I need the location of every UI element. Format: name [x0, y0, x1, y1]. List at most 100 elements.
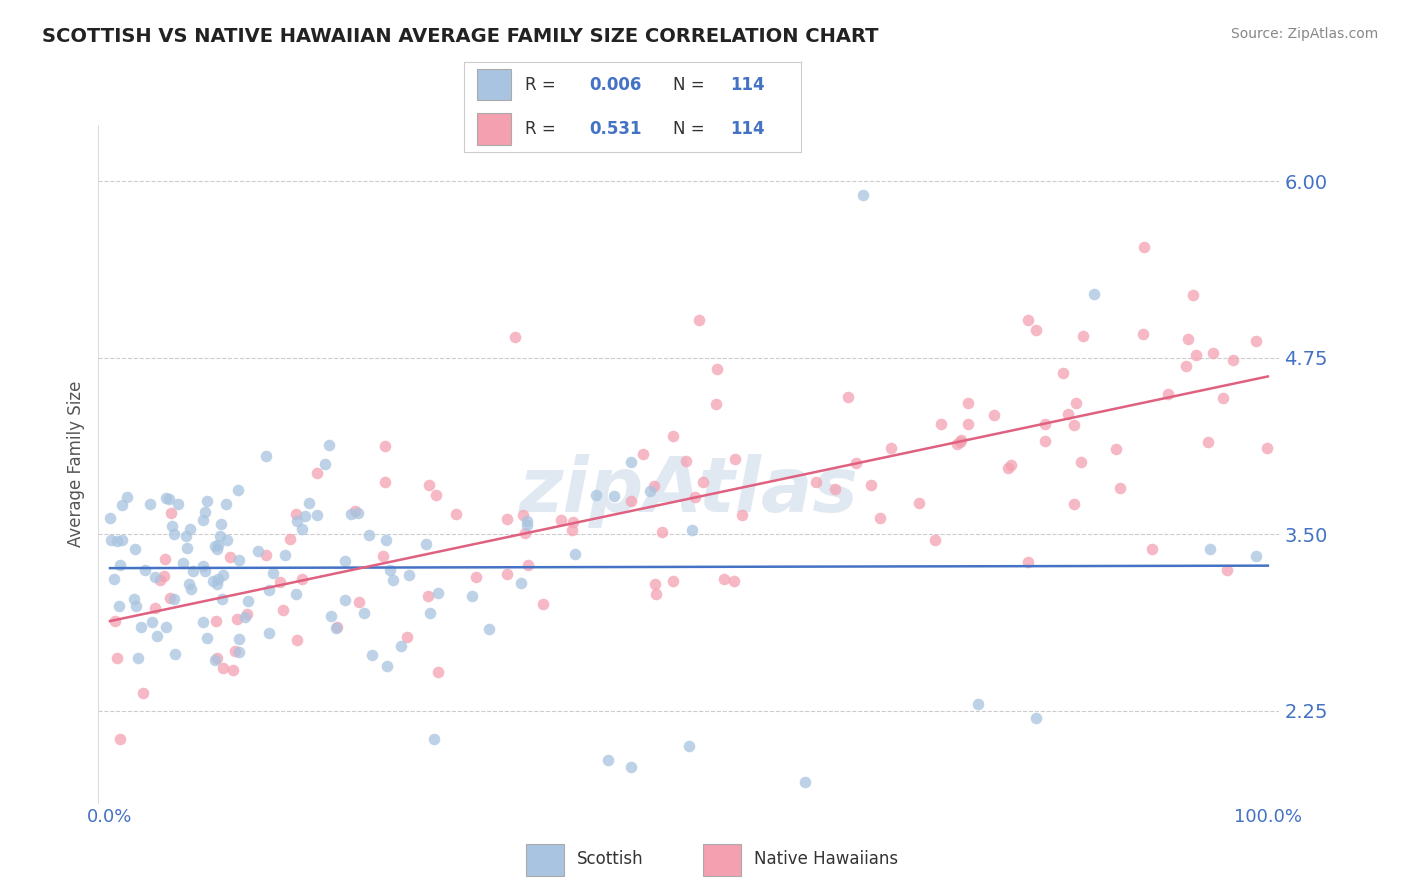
Point	[163, 526, 186, 541]
Text: N =: N =	[673, 76, 704, 94]
Point	[585, 487, 607, 501]
Point	[651, 525, 673, 540]
Point	[269, 575, 291, 590]
Point	[374, 439, 396, 453]
Point	[347, 506, 370, 520]
Point	[389, 639, 412, 653]
Point	[381, 573, 404, 587]
Point	[181, 564, 204, 578]
Point	[1105, 442, 1128, 457]
Point	[1157, 387, 1180, 401]
Point	[418, 478, 440, 492]
Point	[1246, 549, 1268, 563]
Point	[325, 620, 347, 634]
Point	[681, 523, 703, 537]
Point	[145, 629, 167, 643]
Point	[967, 697, 990, 711]
Point	[108, 732, 131, 747]
Point	[353, 607, 375, 621]
Point	[620, 455, 643, 469]
Point	[180, 582, 202, 596]
Point	[495, 512, 517, 526]
Point	[515, 515, 537, 529]
Point	[179, 576, 201, 591]
Point	[285, 632, 308, 647]
Point	[1056, 407, 1078, 421]
Point	[1174, 359, 1197, 373]
Point	[163, 592, 186, 607]
Point	[160, 506, 183, 520]
Point	[1181, 288, 1204, 302]
Point	[191, 615, 214, 630]
Point	[640, 483, 662, 498]
Point	[371, 549, 394, 563]
Point	[860, 478, 883, 492]
Point	[683, 490, 706, 504]
Point	[1052, 366, 1074, 380]
Point	[204, 614, 226, 628]
Point	[262, 566, 284, 580]
Point	[1064, 396, 1087, 410]
Point	[550, 513, 572, 527]
Point	[1033, 417, 1056, 431]
Point	[191, 559, 214, 574]
Point	[205, 542, 228, 557]
Point	[318, 438, 340, 452]
Point	[111, 498, 134, 512]
Point	[398, 568, 420, 582]
Point	[191, 513, 214, 527]
Text: Source: ZipAtlas.com: Source: ZipAtlas.com	[1230, 27, 1378, 41]
Point	[205, 651, 228, 665]
Text: 0.531: 0.531	[589, 120, 641, 138]
Point	[723, 452, 745, 467]
Point	[285, 587, 308, 601]
Point	[167, 497, 190, 511]
Point	[1071, 329, 1094, 343]
Point	[305, 508, 328, 522]
Point	[195, 494, 218, 508]
Point	[105, 650, 128, 665]
Point	[845, 456, 868, 470]
Text: zipAtlas: zipAtlas	[519, 454, 859, 528]
Text: 114: 114	[731, 76, 765, 94]
Point	[516, 518, 538, 533]
Point	[603, 489, 626, 503]
Point	[157, 491, 180, 506]
Point	[278, 532, 301, 546]
Point	[124, 599, 146, 613]
Point	[333, 592, 356, 607]
Point	[212, 661, 235, 675]
Point	[1222, 353, 1244, 368]
Point	[254, 449, 277, 463]
Point	[134, 563, 156, 577]
Point	[179, 522, 201, 536]
Point	[416, 589, 439, 603]
Point	[335, 553, 357, 567]
Point	[1063, 417, 1085, 432]
Point	[561, 516, 583, 530]
Point	[298, 496, 321, 510]
Point	[706, 397, 728, 411]
Point	[1216, 563, 1239, 577]
Point	[204, 653, 226, 667]
Point	[155, 620, 177, 634]
Point	[425, 488, 447, 502]
Point	[1017, 555, 1039, 569]
Point	[259, 583, 281, 598]
Point	[103, 572, 125, 586]
Point	[149, 573, 172, 587]
Point	[1017, 313, 1039, 327]
Point	[997, 461, 1019, 475]
Point	[228, 552, 250, 566]
Point	[100, 533, 122, 547]
Point	[226, 612, 249, 626]
Point	[426, 586, 449, 600]
Point	[274, 548, 297, 562]
Point	[513, 525, 536, 540]
Point	[174, 528, 197, 542]
Point	[503, 330, 526, 344]
Point	[1132, 327, 1154, 342]
Point	[908, 496, 931, 510]
Point	[236, 607, 259, 622]
Point	[108, 599, 131, 613]
